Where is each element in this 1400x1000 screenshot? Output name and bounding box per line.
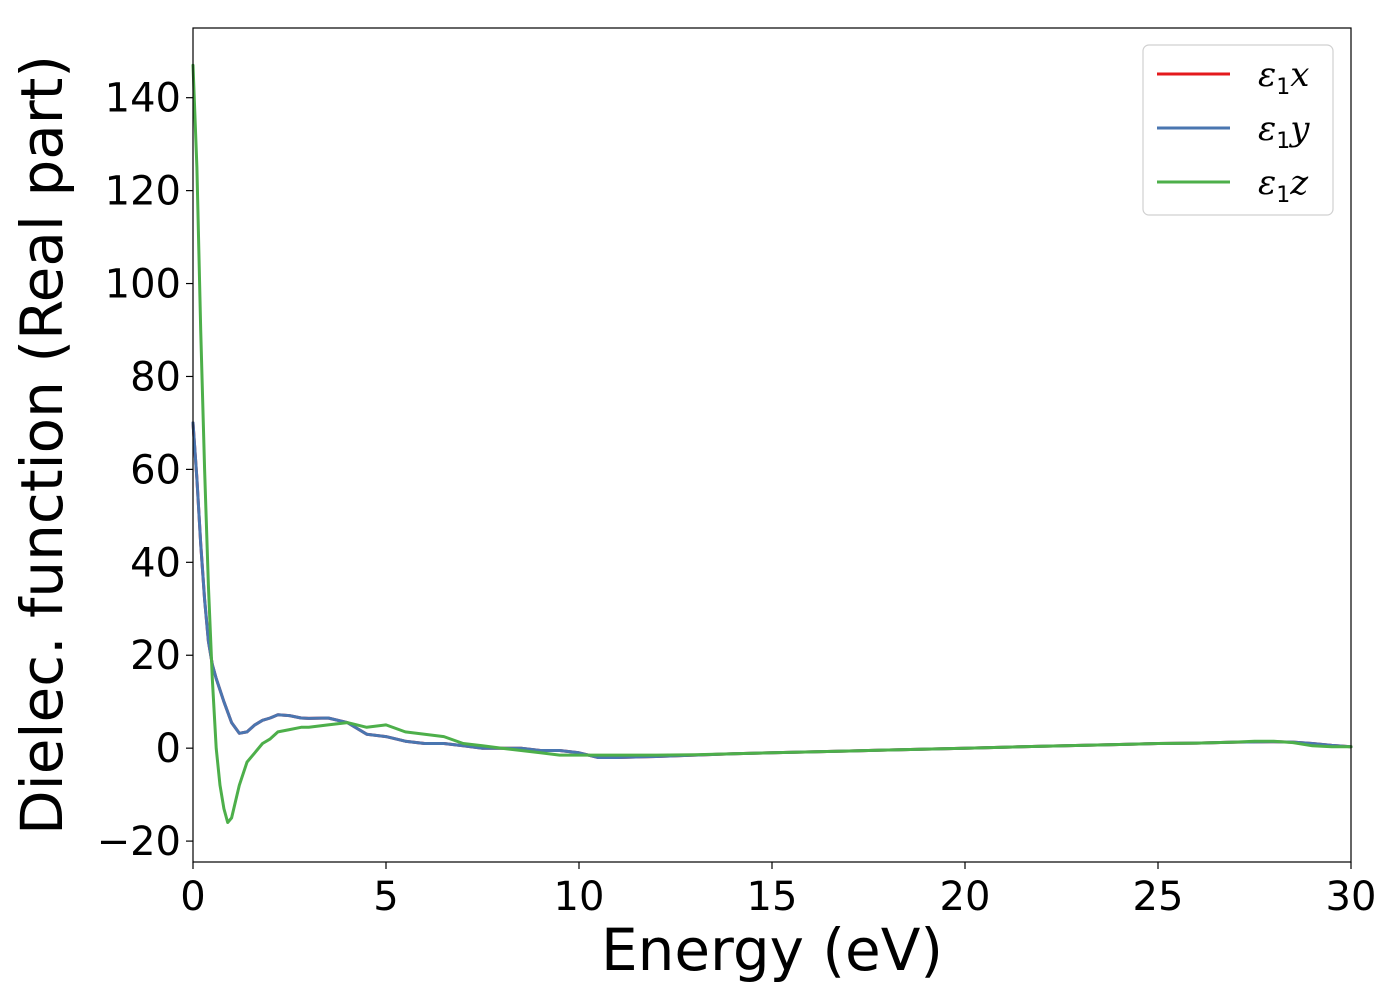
y-tick-label: 20 bbox=[130, 633, 181, 679]
x-tick-label: 30 bbox=[1326, 874, 1377, 920]
legend-label-z: ε1z bbox=[1258, 163, 1309, 208]
series-line-x bbox=[191, 421, 1353, 759]
x-tick-label: 0 bbox=[180, 874, 205, 920]
x-tick-label: 5 bbox=[373, 874, 398, 920]
x-tick-label: 15 bbox=[747, 874, 798, 920]
y-tick-label: 0 bbox=[156, 726, 181, 772]
legend-label-x: ε1x bbox=[1258, 55, 1309, 100]
y-tick-label: 100 bbox=[105, 262, 181, 308]
y-tick-label: −20 bbox=[97, 819, 181, 865]
x-axis-ticks: 0 5 10 15 20 25 30 bbox=[180, 862, 1376, 920]
y-tick-label: 60 bbox=[130, 447, 181, 493]
y-tick-label: 80 bbox=[130, 354, 181, 400]
series-line-z bbox=[191, 63, 1353, 824]
y-tick-label: 140 bbox=[105, 76, 181, 122]
x-tick-label: 10 bbox=[554, 874, 605, 920]
x-tick-label: 20 bbox=[940, 874, 991, 920]
legend-box bbox=[1142, 44, 1334, 216]
legend: ε1x ε1y ε1z bbox=[1142, 44, 1334, 216]
x-tick-label: 25 bbox=[1133, 874, 1184, 920]
plot-lines bbox=[191, 63, 1353, 824]
y-axis-ticks: −20 0 20 40 60 80 100 120 140 bbox=[97, 76, 193, 865]
y-tick-label: 40 bbox=[130, 540, 181, 586]
legend-label-y: ε1y bbox=[1258, 109, 1310, 154]
y-tick-label: 120 bbox=[105, 169, 181, 215]
y-axis-label: Dielec. function (Real part) bbox=[8, 55, 76, 835]
series-line-y bbox=[191, 421, 1353, 759]
x-axis-label: Energy (eV) bbox=[601, 916, 943, 984]
